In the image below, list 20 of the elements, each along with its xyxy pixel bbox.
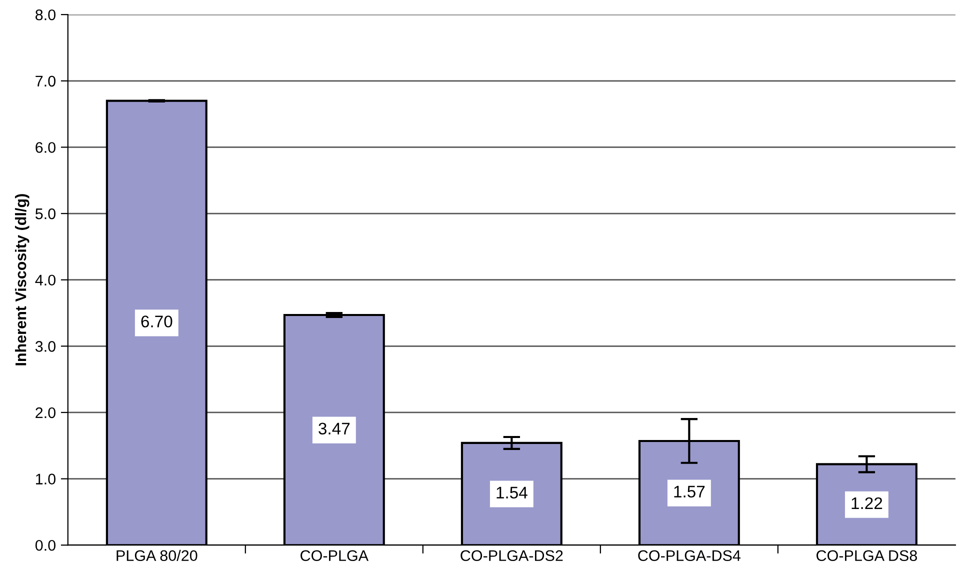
x-tick-label: CO-PLGA DS8 (816, 550, 917, 562)
x-tick-label: CO-PLGA (300, 550, 369, 562)
x-tick-label: CO-PLGA-DS4 (638, 550, 741, 562)
y-tick-label: 3.0 (35, 341, 56, 352)
data-label: 1.57 (674, 486, 705, 498)
x-tick-label: CO-PLGA-DS2 (460, 550, 563, 562)
y-tick-label: 7.0 (36, 76, 56, 87)
data-label: 3.47 (318, 422, 350, 435)
y-tick-label: 6.0 (36, 142, 56, 153)
data-label: 1.54 (496, 486, 528, 499)
y-tick-label: 5.0 (35, 208, 56, 220)
x-tick-label: PLGA 80/20 (116, 550, 198, 562)
y-tick-label: 1.0 (36, 474, 56, 484)
y-tick-label: 4.0 (35, 274, 56, 286)
y-tick-label: 0.0 (35, 540, 56, 551)
data-label: 1.22 (852, 497, 882, 509)
y-axis-title: Inherent Viscosity (dl/g) (14, 194, 30, 366)
y-tick-label: 2.0 (36, 407, 56, 418)
data-label: 6.70 (141, 316, 172, 328)
y-tick-label: 8.0 (36, 9, 56, 20)
